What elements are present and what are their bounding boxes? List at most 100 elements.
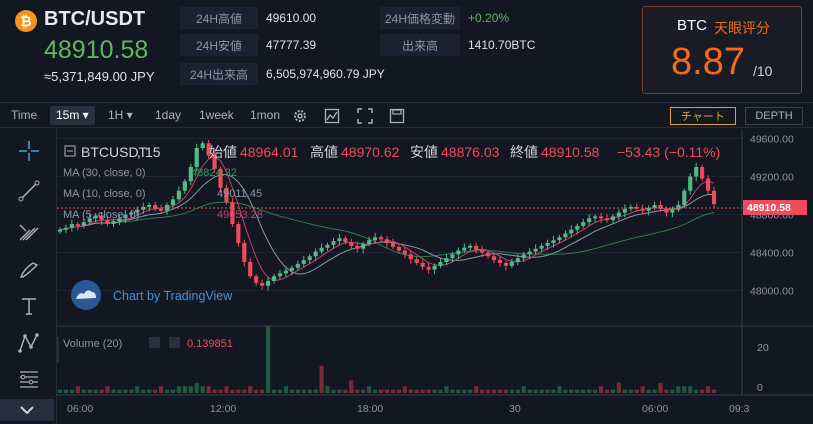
volume-bar: [444, 386, 449, 393]
indicators-icon[interactable]: [324, 108, 340, 124]
candle-body: [420, 262, 425, 267]
volume-bar: [408, 389, 413, 393]
legend-change: −53.43 (−0.11%): [617, 144, 720, 160]
score-label: 天眼评分: [714, 21, 770, 37]
volume-bar: [480, 389, 485, 393]
volume-settings-icon[interactable]: [149, 337, 160, 348]
collapse-legend-icon[interactable]: [64, 145, 76, 157]
interval-1h[interactable]: 1H ▾: [108, 108, 133, 122]
candle-body: [289, 267, 294, 271]
candle-body: [432, 265, 437, 270]
volume-bar: [610, 389, 616, 393]
candle-body: [367, 240, 372, 244]
volume-bar-spike: [319, 365, 324, 393]
candle-body: [319, 247, 324, 252]
candle-body: [527, 251, 532, 255]
candle-body: [105, 220, 110, 224]
candle-body: [343, 238, 348, 243]
volume-bar: [670, 389, 675, 393]
interval-1week[interactable]: 1week: [199, 108, 234, 122]
volume-close-icon[interactable]: [169, 337, 180, 348]
candle-body: [331, 241, 336, 245]
volume-bar: [301, 389, 306, 393]
candle-body: [658, 205, 663, 209]
candle-body: [248, 262, 253, 277]
volume-bar: [63, 389, 68, 393]
volume-bar: [622, 389, 627, 393]
collapse-panel-button[interactable]: [49, 337, 59, 363]
interval-15m[interactable]: 15m ▾: [50, 106, 95, 125]
volume-bar: [200, 386, 205, 393]
candle-body: [670, 209, 675, 213]
settings-gear-icon[interactable]: [292, 108, 308, 124]
candle-body: [646, 207, 651, 211]
trend-line-icon[interactable]: [17, 179, 41, 203]
candle-body: [188, 167, 193, 182]
chart-button[interactable]: チャート: [670, 107, 736, 125]
candle-body: [688, 176, 693, 191]
volume-bar: [111, 389, 116, 393]
crosshair-icon[interactable]: [17, 139, 41, 163]
volume-bar: [361, 389, 366, 393]
volume-bar: [194, 382, 199, 393]
candle-body: [491, 256, 497, 261]
depth-button[interactable]: DEPTH: [745, 107, 803, 125]
chart-area[interactable]: 49600.00 49200.00 48800.00 48400.00 48000.00…: [49, 129, 813, 424]
candle-body: [164, 205, 170, 211]
candle-body: [700, 167, 705, 179]
volume-bar: [426, 389, 431, 393]
candle-body: [438, 262, 443, 266]
chart-toolbar: Time 15m ▾ 1H ▾ 1day 1week 1mon チャート DEP…: [0, 102, 813, 128]
volume-bar: [69, 389, 74, 393]
volume-bar-spike: [616, 382, 621, 393]
candle-body: [212, 155, 217, 169]
interval-1day[interactable]: 1day: [155, 108, 182, 122]
candle-body: [277, 273, 283, 277]
candle-body: [539, 245, 544, 249]
candle-body: [462, 247, 467, 251]
candle-body: [444, 258, 449, 262]
save-icon[interactable]: [389, 108, 405, 124]
volume-bar: [325, 386, 330, 393]
volume-bar: [664, 389, 669, 393]
high-value: 49610.00: [266, 11, 317, 25]
volume-bar: [170, 389, 176, 393]
text-tool-icon[interactable]: [17, 294, 41, 318]
candle-body: [93, 215, 98, 219]
fullscreen-icon[interactable]: [357, 108, 373, 124]
price-chart[interactable]: 49600.0049200.0048800.0048400.0048000.00…: [49, 129, 813, 424]
pitchfork-icon[interactable]: [17, 219, 41, 243]
low-label: 24H安値: [180, 34, 258, 56]
pattern-icon[interactable]: [17, 331, 41, 355]
brush-icon[interactable]: [17, 257, 41, 281]
ma30-legend-value: 48824.32: [191, 167, 237, 179]
candle-body: [57, 229, 63, 232]
volume-bar: [277, 389, 283, 393]
volume-bar: [438, 389, 443, 393]
volume-bar: [688, 386, 693, 393]
score-value: 8.87: [671, 41, 745, 83]
volume-bar: [236, 389, 241, 393]
tradingview-watermark[interactable]: Chart by TradingView: [113, 289, 233, 303]
candle-body: [378, 237, 384, 240]
candle-body: [563, 233, 568, 238]
fib-levels-icon[interactable]: [17, 367, 41, 391]
ma10-legend-label: MA (10, close, 0): [63, 188, 146, 200]
more-tools-button[interactable]: [0, 399, 54, 421]
volume-bar: [640, 386, 645, 393]
time-axis[interactable]: 06:00 12:00 18:00 30 06:00 09:3: [67, 403, 750, 415]
interval-1mon[interactable]: 1mon: [250, 108, 281, 122]
volume-bar: [706, 386, 711, 393]
volume-bar: [87, 389, 92, 393]
candle-body: [450, 254, 455, 259]
candle-body: [652, 205, 657, 208]
legend-close-label: 終値: [510, 144, 538, 160]
drawing-tools-sidebar: [0, 129, 57, 424]
volume-bar: [81, 389, 86, 393]
candle-body: [551, 240, 556, 243]
candle-body: [81, 222, 86, 226]
volume-bar: [390, 389, 396, 393]
chart-background: [57, 129, 813, 424]
volume-bar: [141, 389, 146, 393]
